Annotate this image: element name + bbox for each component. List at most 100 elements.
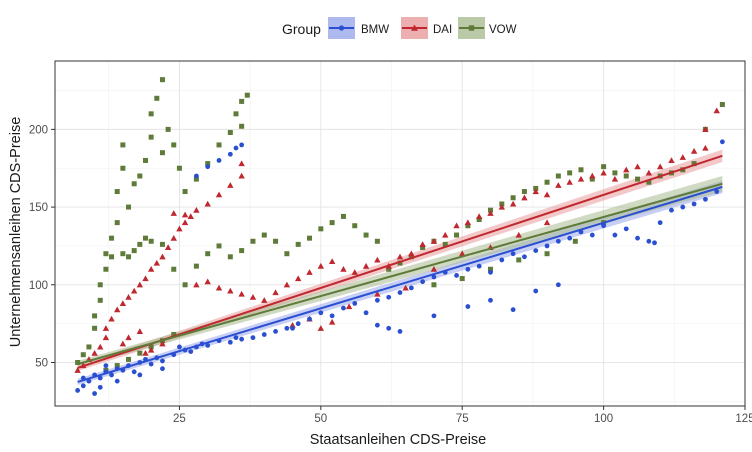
data-point bbox=[182, 282, 188, 288]
data-point bbox=[137, 241, 143, 247]
data-point bbox=[646, 179, 652, 185]
data-point bbox=[533, 288, 539, 294]
data-point bbox=[119, 300, 127, 306]
data-point bbox=[205, 161, 211, 167]
data-point bbox=[589, 176, 595, 182]
data-point bbox=[238, 290, 245, 297]
data-point bbox=[272, 289, 279, 296]
data-point bbox=[668, 157, 675, 164]
data-point bbox=[205, 251, 211, 257]
data-point bbox=[351, 269, 358, 275]
data-point bbox=[154, 95, 160, 101]
data-point bbox=[227, 151, 233, 157]
data-point bbox=[454, 273, 459, 278]
data-point bbox=[713, 107, 720, 114]
data-point bbox=[566, 179, 573, 185]
data-point bbox=[142, 157, 148, 163]
data-point bbox=[601, 223, 607, 229]
data-point bbox=[120, 165, 126, 171]
data-point bbox=[420, 244, 426, 250]
data-point bbox=[148, 238, 154, 244]
data-point bbox=[623, 226, 629, 232]
plot-panel bbox=[55, 61, 745, 406]
data-point bbox=[533, 248, 539, 253]
data-point bbox=[97, 384, 103, 390]
data-point bbox=[261, 297, 268, 303]
data-point bbox=[182, 189, 188, 195]
data-point bbox=[102, 325, 110, 331]
data-point bbox=[239, 123, 245, 129]
data-point bbox=[250, 238, 256, 244]
data-point bbox=[555, 282, 561, 288]
data-point bbox=[92, 391, 97, 396]
y-tick-label: 150 bbox=[29, 202, 48, 214]
data-point bbox=[126, 254, 132, 260]
data-point bbox=[233, 111, 239, 117]
data-point bbox=[572, 238, 578, 244]
data-point bbox=[719, 102, 725, 108]
data-point bbox=[91, 349, 98, 356]
data-point bbox=[160, 358, 165, 364]
data-point bbox=[125, 294, 132, 300]
data-point bbox=[567, 170, 573, 176]
data-point bbox=[611, 175, 619, 182]
data-point bbox=[130, 287, 138, 294]
data-point bbox=[430, 266, 438, 272]
data-point bbox=[92, 325, 98, 331]
data-point bbox=[171, 142, 177, 148]
data-point bbox=[244, 92, 250, 98]
data-point bbox=[352, 223, 358, 229]
data-point bbox=[181, 211, 189, 218]
y-tick-label: 50 bbox=[35, 357, 48, 369]
data-point bbox=[555, 182, 562, 188]
data-point bbox=[646, 238, 652, 244]
data-point bbox=[521, 189, 527, 195]
data-point bbox=[431, 274, 437, 280]
data-point bbox=[227, 182, 234, 188]
data-point bbox=[408, 285, 414, 291]
data-point bbox=[103, 266, 109, 272]
data-point bbox=[714, 189, 720, 194]
data-point bbox=[227, 254, 233, 260]
data-point bbox=[386, 294, 392, 300]
data-point bbox=[261, 332, 267, 337]
data-point bbox=[205, 164, 211, 170]
data-point bbox=[239, 248, 245, 254]
data-point bbox=[290, 325, 295, 331]
data-point bbox=[273, 329, 278, 334]
data-point bbox=[589, 232, 595, 238]
data-point bbox=[690, 147, 698, 154]
data-point bbox=[92, 313, 98, 319]
data-point bbox=[522, 254, 527, 260]
data-point bbox=[193, 206, 200, 213]
data-point bbox=[510, 195, 516, 201]
data-point bbox=[147, 266, 155, 272]
data-point bbox=[125, 334, 132, 341]
data-point bbox=[307, 235, 313, 241]
x-tick-label: 125 bbox=[735, 413, 752, 425]
data-point bbox=[623, 173, 629, 179]
data-point bbox=[431, 282, 437, 288]
data-point bbox=[317, 262, 325, 269]
data-point bbox=[176, 225, 183, 232]
data-point bbox=[109, 372, 114, 378]
data-point bbox=[227, 129, 233, 135]
data-point bbox=[177, 344, 182, 350]
trend-line-dai bbox=[77, 154, 723, 369]
data-point bbox=[147, 346, 155, 353]
data-point bbox=[137, 350, 143, 356]
data-point bbox=[148, 361, 154, 367]
data-point bbox=[170, 234, 177, 241]
data-point bbox=[340, 213, 346, 219]
data-point bbox=[419, 241, 426, 247]
data-point bbox=[396, 253, 404, 260]
data-point bbox=[294, 275, 302, 282]
data-point bbox=[328, 258, 336, 265]
data-point bbox=[464, 219, 472, 226]
data-point bbox=[131, 369, 137, 375]
data-point bbox=[97, 282, 103, 288]
data-point bbox=[442, 241, 448, 247]
data-point bbox=[75, 359, 81, 365]
data-point bbox=[691, 201, 697, 207]
